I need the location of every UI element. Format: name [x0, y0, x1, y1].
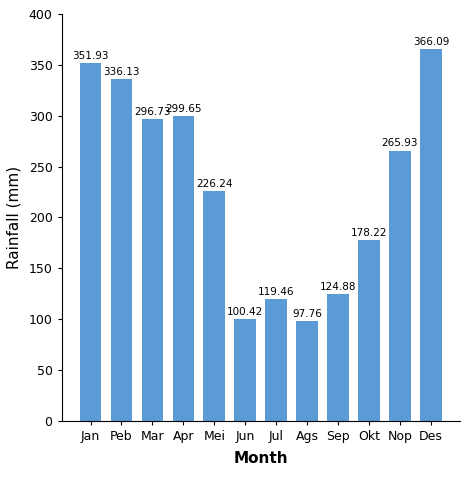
X-axis label: Month: Month: [233, 451, 288, 466]
Y-axis label: Rainfall (mm): Rainfall (mm): [7, 166, 22, 269]
Text: 226.24: 226.24: [196, 179, 233, 189]
Bar: [235, 319, 256, 421]
Bar: [142, 119, 163, 421]
Bar: [110, 79, 132, 421]
Bar: [327, 294, 349, 421]
Text: 366.09: 366.09: [413, 37, 449, 47]
Text: 299.65: 299.65: [165, 104, 201, 114]
Text: 336.13: 336.13: [103, 67, 140, 77]
Text: 100.42: 100.42: [227, 306, 264, 316]
Text: 265.93: 265.93: [382, 139, 418, 149]
Text: 124.88: 124.88: [320, 282, 356, 292]
Text: 119.46: 119.46: [258, 287, 294, 297]
Text: 97.76: 97.76: [292, 309, 322, 319]
Bar: [358, 239, 380, 421]
Bar: [420, 49, 442, 421]
Text: 178.22: 178.22: [351, 228, 387, 238]
Bar: [80, 63, 101, 421]
Text: 296.73: 296.73: [134, 107, 171, 117]
Bar: [296, 321, 318, 421]
Bar: [265, 299, 287, 421]
Bar: [203, 191, 225, 421]
Bar: [173, 116, 194, 421]
Text: 351.93: 351.93: [73, 51, 109, 61]
Bar: [389, 151, 411, 421]
